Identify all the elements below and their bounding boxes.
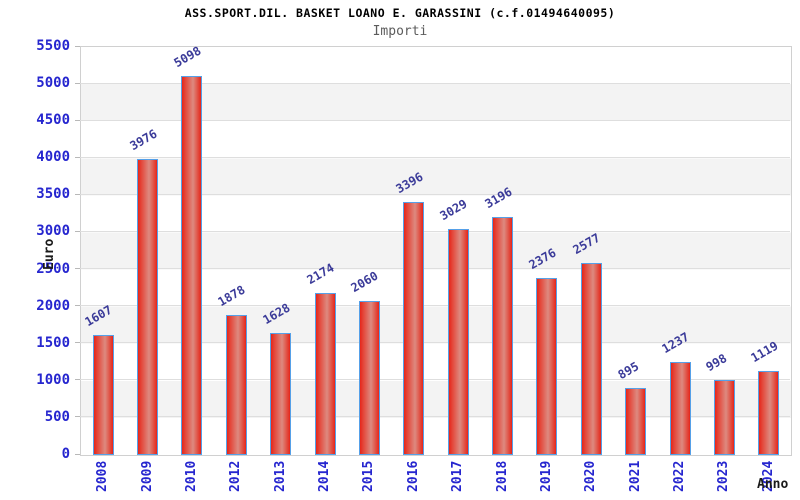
- gridline: [80, 193, 790, 195]
- y-tick-label: 3500: [36, 186, 70, 203]
- y-tick-mark: [75, 416, 80, 418]
- y-tick-mark: [75, 45, 80, 47]
- gridline: [80, 230, 790, 232]
- bar-2024: [758, 371, 780, 455]
- bar-2020: [580, 263, 602, 455]
- y-tick-mark: [75, 305, 80, 307]
- bar-2010: [181, 76, 203, 455]
- bar-2021: [625, 388, 647, 455]
- bar-2009: [137, 159, 159, 455]
- gridline: [80, 82, 790, 84]
- y-tick-mark: [75, 82, 80, 84]
- y-tick-label: 500: [44, 408, 70, 425]
- y-tick-label: 1500: [36, 334, 70, 351]
- x-tick-label-2021: 2021: [627, 460, 643, 492]
- y-tick-mark: [75, 193, 80, 195]
- bar-2015: [358, 301, 380, 455]
- y-tick-mark: [75, 453, 80, 455]
- x-tick-label-2018: 2018: [494, 460, 510, 492]
- y-tick-label: 2500: [36, 260, 70, 277]
- y-tick-label: 0: [61, 446, 70, 462]
- x-axis-title: Anno: [757, 477, 789, 492]
- bar-2016: [403, 202, 425, 455]
- y-tick-mark: [75, 379, 80, 381]
- x-tick-label-2008: 2008: [95, 460, 111, 492]
- x-tick-label-2017: 2017: [450, 460, 466, 492]
- chart-subtitle: Importi: [372, 24, 428, 39]
- bar-2022: [669, 362, 691, 455]
- y-tick-mark: [75, 268, 80, 270]
- gridline: [80, 305, 790, 307]
- x-tick-label-2010: 2010: [183, 460, 199, 492]
- x-tick-label-2022: 2022: [672, 460, 688, 492]
- y-tick-label: 1000: [36, 371, 70, 388]
- gridline: [80, 379, 790, 381]
- gridline: [80, 268, 790, 270]
- x-tick-label-2014: 2014: [317, 460, 333, 492]
- y-tick-mark: [75, 156, 80, 158]
- y-tick-label: 4500: [36, 112, 70, 129]
- y-tick-label: 5500: [36, 38, 70, 54]
- gridline: [80, 119, 790, 121]
- x-tick-label-2015: 2015: [361, 460, 377, 492]
- gridline: [80, 416, 790, 418]
- bar-2018: [492, 217, 514, 455]
- y-tick-label: 5000: [36, 75, 70, 92]
- x-tick-label-2020: 2020: [583, 460, 599, 492]
- bar-2013: [270, 333, 292, 455]
- y-tick-label: 2000: [36, 297, 70, 314]
- bar-2014: [314, 293, 336, 455]
- chart-title: ASS.SPORT.DIL. BASKET LOANO E. GARASSINI…: [184, 6, 616, 20]
- gridline: [80, 156, 790, 158]
- y-tick-mark: [75, 342, 80, 344]
- y-tick-mark: [75, 230, 80, 232]
- bar-2019: [536, 278, 558, 455]
- x-tick-label-2013: 2013: [272, 460, 288, 492]
- y-tick-label: 3000: [36, 223, 70, 240]
- x-tick-label-2009: 2009: [139, 460, 155, 492]
- bar-2008: [92, 335, 114, 455]
- gridline: [80, 342, 790, 344]
- y-tick-mark: [75, 119, 80, 121]
- bar-2023: [713, 380, 735, 455]
- x-tick-label-2023: 2023: [716, 460, 732, 492]
- x-tick-label-2016: 2016: [405, 460, 421, 492]
- x-tick-label-2012: 2012: [228, 460, 244, 492]
- y-axis-title: Euro: [42, 238, 57, 270]
- bar-2017: [447, 229, 469, 455]
- x-tick-label-2019: 2019: [538, 460, 554, 492]
- y-tick-label: 4000: [36, 149, 70, 166]
- bar-2012: [225, 315, 247, 455]
